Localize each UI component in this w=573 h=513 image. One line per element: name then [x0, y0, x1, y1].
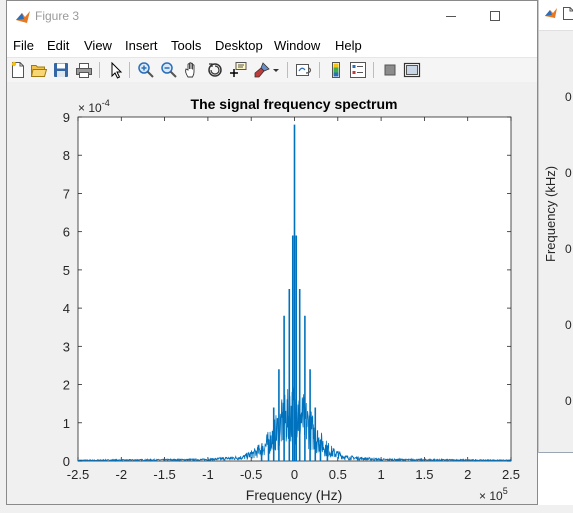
zoom-in-icon[interactable] — [137, 61, 155, 79]
pointer-icon[interactable] — [107, 61, 125, 79]
menu-edit[interactable]: Edit — [47, 38, 70, 53]
menu-help[interactable]: Help — [335, 38, 362, 53]
y-tick-label: 4 — [63, 301, 70, 316]
save-icon[interactable] — [52, 61, 70, 79]
data-cursor-icon[interactable] — [229, 61, 247, 79]
y-exponent-base: 10 — [88, 101, 102, 115]
x-tick-label: -2 — [116, 467, 128, 482]
y-exponent-prefix: × — [78, 101, 88, 115]
x-tick-label: -0.5 — [240, 467, 262, 482]
toolbar-separator — [319, 62, 320, 78]
toolbar-separator — [287, 62, 288, 78]
print-icon[interactable] — [75, 61, 93, 79]
menu-bar: File Edit View Insert Tools Desktop Wind… — [7, 32, 537, 57]
chart-title: The signal frequency spectrum — [191, 96, 398, 112]
toolbar-separator — [373, 62, 374, 78]
spectrum-chart[interactable]: The signal frequency spectrum -2.5 -2 -1.5… — [7, 82, 537, 504]
matlab-icon — [545, 8, 557, 18]
menu-file[interactable]: File — [13, 38, 34, 53]
toolbar-separator — [129, 62, 130, 78]
menu-insert[interactable]: Insert — [125, 38, 158, 53]
y-tick-label: 6 — [63, 225, 70, 240]
x-tick-label: 1.5 — [415, 467, 433, 482]
menu-window[interactable]: Window — [274, 38, 321, 53]
x-exponent-base: 10 — [489, 489, 503, 503]
y-tick-label: 0 — [63, 454, 70, 469]
pan-icon[interactable] — [183, 61, 201, 79]
x-exponent-power: 5 — [503, 486, 508, 496]
maximize-icon[interactable] — [485, 6, 505, 26]
y-tick-label: 0 — [565, 242, 572, 256]
x-axis: -2.5 -2 -1.5 -1 -0.5 0 0.5 1 1.5 2 2.5 — [67, 117, 520, 482]
y-tick-label: 0 — [565, 394, 572, 408]
figure-canvas[interactable]: The signal frequency spectrum -2.5 -2 -1.5… — [7, 82, 537, 504]
new-figure-icon[interactable] — [563, 7, 573, 20]
background-window-left — [0, 0, 6, 513]
show-plot-tools-icon[interactable] — [403, 61, 421, 79]
x-tick-label: 2 — [464, 467, 471, 482]
minimize-icon[interactable] — [441, 6, 461, 26]
title-bar[interactable]: Figure 3 — [7, 1, 537, 32]
brush-icon[interactable] — [253, 61, 271, 79]
spectrum-series — [77, 124, 512, 463]
y-tick-label: 8 — [63, 148, 70, 163]
figure-window[interactable]: Figure 3 File Edit View Insert Tools Des… — [6, 0, 538, 505]
chevron-down-icon[interactable] — [271, 61, 281, 79]
x-tick-label: -1 — [202, 467, 214, 482]
y-tick-label: 1 — [63, 416, 70, 431]
y-tick-label: 0 — [565, 318, 572, 332]
legend-icon[interactable] — [349, 61, 367, 79]
x-exponent-label: × 105 — [479, 486, 508, 503]
y-tick-label: 0 — [565, 166, 572, 180]
x-tick-label: -2.5 — [67, 467, 89, 482]
new-figure-icon[interactable] — [9, 61, 27, 79]
y-tick-label: 2 — [63, 378, 70, 393]
y-exponent-label: × 10-4 — [78, 98, 110, 115]
desktop-strip — [0, 505, 573, 513]
rotate-3d-icon[interactable] — [206, 61, 224, 79]
y-axis: 0 1 2 3 4 5 6 7 8 9 — [63, 110, 511, 469]
y-tick-label: 3 — [63, 339, 70, 354]
figure-toolbar — [7, 57, 537, 83]
link-plot-icon[interactable] — [295, 61, 313, 79]
x-tick-label: 2.5 — [502, 467, 520, 482]
menu-desktop[interactable]: Desktop — [215, 38, 263, 53]
matlab-icon — [16, 11, 30, 23]
toolbar-separator — [99, 62, 100, 78]
background-figure-titlebar[interactable] — [539, 0, 573, 31]
y-tick-label: 5 — [63, 263, 70, 278]
colorbar-icon[interactable] — [327, 61, 345, 79]
x-tick-label: -1.5 — [153, 467, 175, 482]
hide-plot-tools-icon[interactable] — [381, 61, 399, 79]
open-file-icon[interactable] — [30, 61, 48, 79]
y-exponent-power: -4 — [102, 98, 110, 108]
y-axis-label: Frequency (kHz) — [543, 165, 558, 262]
y-tick-label: 7 — [63, 186, 70, 201]
window-title: Figure 3 — [35, 9, 80, 23]
x-axis-label: Frequency (Hz) — [246, 487, 342, 503]
y-tick-label: 9 — [63, 110, 70, 125]
x-tick-label: 1 — [377, 467, 384, 482]
x-tick-label: 0.5 — [329, 467, 347, 482]
menu-view[interactable]: View — [84, 38, 112, 53]
x-exponent-prefix: × — [479, 489, 489, 503]
y-tick-label: 0 — [565, 90, 572, 104]
x-tick-label: 0 — [291, 467, 298, 482]
background-plot-area: 0 0 0 0 0 Frequency (kHz) — [539, 30, 573, 452]
background-figure-window[interactable]: 0 0 0 0 0 Frequency (kHz) — [538, 0, 573, 453]
zoom-out-icon[interactable] — [160, 61, 178, 79]
menu-tools[interactable]: Tools — [171, 38, 202, 53]
